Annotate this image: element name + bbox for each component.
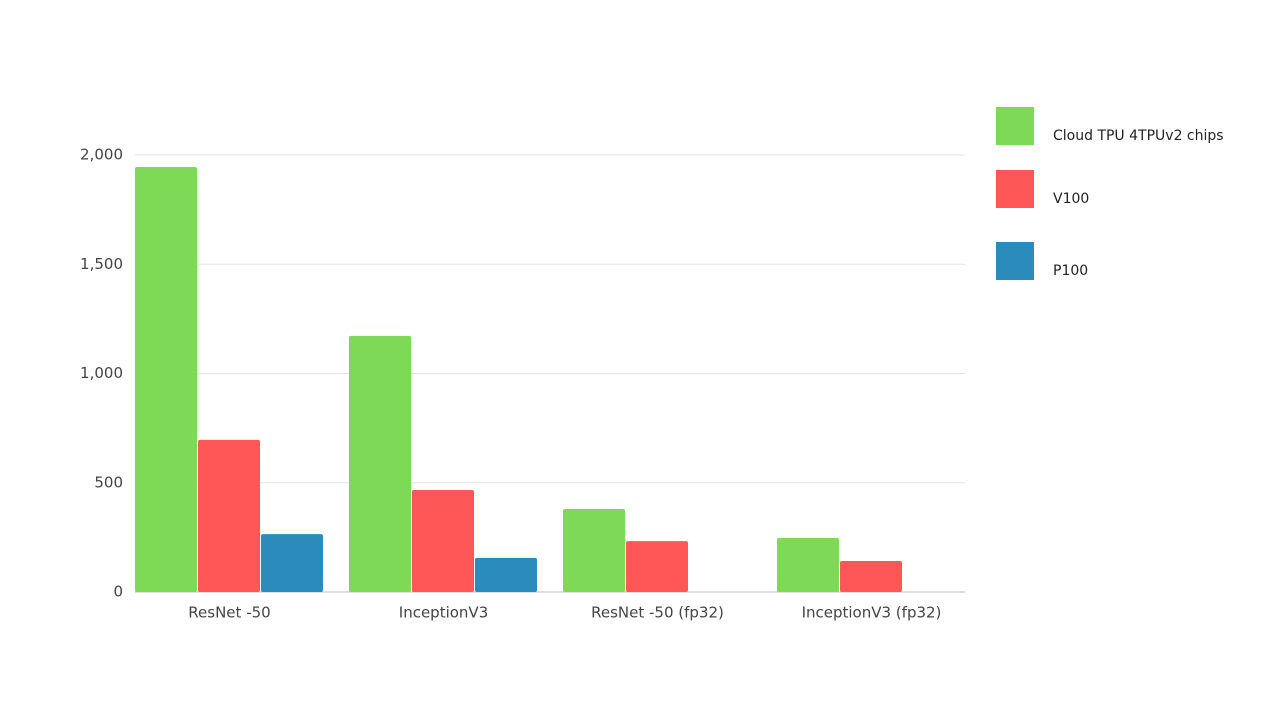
legend-swatch [996, 170, 1034, 208]
bar [777, 538, 839, 592]
x-tick-label: ResNet -50 [188, 604, 270, 622]
y-tick-label: 2,000 [80, 146, 123, 164]
bar [840, 560, 902, 592]
bar [563, 508, 625, 592]
legend-swatch [996, 107, 1034, 145]
legend-label: Cloud TPU 4TPUv2 chips [1053, 128, 1224, 144]
bar [198, 439, 260, 592]
y-tick-label: 1,000 [80, 364, 123, 382]
bar [261, 534, 323, 592]
y-tick-label: 1,500 [80, 255, 123, 273]
x-tick-label: ResNet -50 (fp32) [591, 604, 724, 622]
y-tick-label: 0 [113, 583, 123, 601]
bar [412, 489, 474, 592]
bar [135, 167, 197, 592]
bar [349, 335, 411, 592]
bar [475, 557, 537, 592]
legend-swatch [996, 242, 1034, 280]
y-tick-label: 500 [94, 473, 123, 491]
legend-label: V100 [1053, 191, 1089, 207]
legend-label: P100 [1053, 263, 1088, 279]
bar [626, 541, 688, 592]
x-tick-label: InceptionV3 [399, 604, 488, 622]
x-tick-label: InceptionV3 (fp32) [802, 604, 942, 622]
